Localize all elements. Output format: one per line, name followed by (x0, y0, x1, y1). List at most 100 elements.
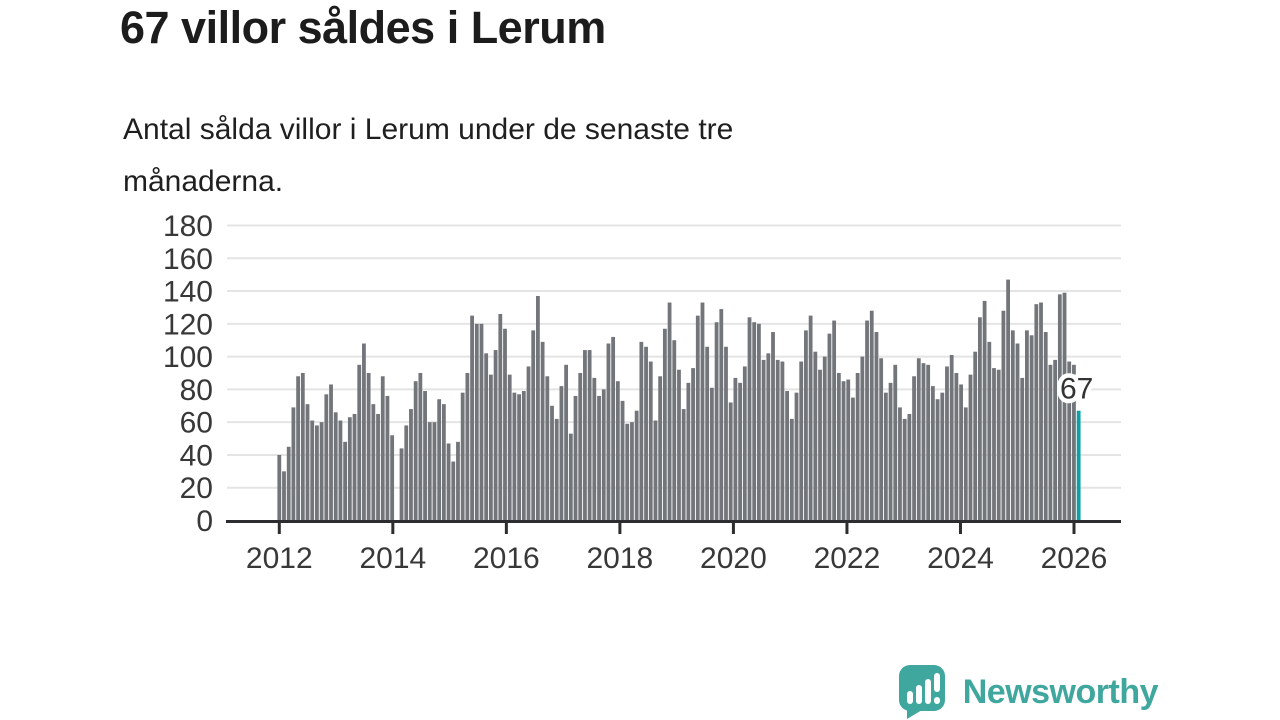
bar (526, 366, 531, 521)
bar (366, 372, 371, 521)
bar (352, 413, 357, 521)
bar (757, 323, 761, 521)
bar (789, 418, 794, 521)
bar (921, 363, 926, 521)
bar (291, 407, 296, 521)
bar (869, 310, 874, 521)
bar (380, 376, 385, 521)
page-title: 67 villor såldes i Lerum (120, 2, 606, 53)
bar (362, 343, 366, 521)
chart-subtitle-line1: Antal sålda villor i Lerum under de sena… (123, 113, 734, 146)
bar (898, 407, 902, 521)
bar (935, 399, 940, 521)
x-tick-label: 2014 (359, 542, 426, 575)
bar (954, 372, 959, 521)
bar (371, 404, 376, 521)
bar (987, 341, 992, 521)
bar (785, 391, 790, 521)
bar (799, 361, 804, 521)
bar (860, 356, 865, 521)
bar (578, 372, 583, 521)
y-tick-label: 0 (196, 505, 213, 538)
bar (865, 320, 869, 521)
bar (813, 351, 818, 521)
bar (926, 364, 931, 521)
bar (1039, 302, 1043, 521)
bar (686, 382, 691, 521)
bar (1034, 304, 1039, 521)
bar (996, 369, 1001, 521)
bar (531, 330, 536, 521)
bar (338, 420, 343, 521)
bar (827, 333, 832, 521)
bar (677, 369, 681, 521)
bar (761, 359, 766, 521)
y-tick-label: 60 (180, 407, 213, 440)
x-tick-label: 2018 (587, 542, 654, 575)
bar (554, 418, 559, 521)
bar (733, 377, 738, 521)
bar (545, 376, 550, 521)
x-tick-label: 2012 (246, 542, 313, 575)
bar (804, 330, 808, 521)
bar (620, 400, 625, 521)
bar (794, 392, 799, 521)
bar (977, 317, 982, 521)
bar (648, 361, 653, 521)
bar (667, 302, 672, 521)
bar (324, 394, 329, 521)
bar (460, 392, 465, 521)
bar (343, 441, 348, 521)
bar (286, 446, 291, 521)
chart-subtitle-line2: månaderna. (123, 165, 284, 198)
bar (503, 328, 507, 521)
y-tick-label: 120 (163, 308, 213, 341)
bar (700, 302, 705, 521)
bar (329, 384, 333, 521)
bar (305, 404, 310, 521)
bar (536, 295, 540, 521)
bar (498, 313, 503, 521)
bar (879, 358, 884, 521)
bar (409, 409, 413, 521)
bar (479, 323, 484, 521)
chart-subtitle: Antal sålda villor i Lerum under de sena… (123, 104, 733, 208)
bar (1057, 294, 1062, 521)
bar (507, 374, 512, 521)
y-tick-label: 140 (163, 276, 213, 309)
newsworthy-logo-icon (898, 665, 945, 719)
bar (775, 359, 780, 521)
bar (658, 376, 663, 521)
bar (277, 454, 282, 521)
bar (1062, 292, 1067, 521)
bar (855, 372, 860, 521)
bar (1048, 364, 1053, 521)
bar (1025, 330, 1029, 521)
bar (930, 386, 935, 521)
bar (1015, 343, 1020, 521)
bar (630, 422, 634, 521)
bar (601, 389, 606, 521)
bar (1067, 361, 1072, 521)
bar (517, 394, 522, 521)
bar (874, 332, 879, 521)
highlighted-bar (1076, 410, 1081, 521)
bar (296, 376, 301, 521)
y-tick-label: 20 (180, 472, 213, 505)
bar (615, 381, 620, 521)
brand-name: Newsworthy (962, 672, 1159, 711)
x-tick-label: 2022 (814, 542, 881, 575)
bar (968, 374, 973, 521)
bar (606, 343, 611, 521)
bar (959, 384, 963, 521)
last-value-annotation: 67 (1060, 373, 1093, 406)
bar (611, 336, 616, 521)
bar (437, 399, 442, 521)
bar (432, 422, 437, 521)
y-tick-label: 40 (180, 439, 213, 472)
bar (282, 471, 286, 521)
bar (474, 323, 479, 521)
bar (1072, 364, 1076, 521)
bar (470, 315, 474, 521)
